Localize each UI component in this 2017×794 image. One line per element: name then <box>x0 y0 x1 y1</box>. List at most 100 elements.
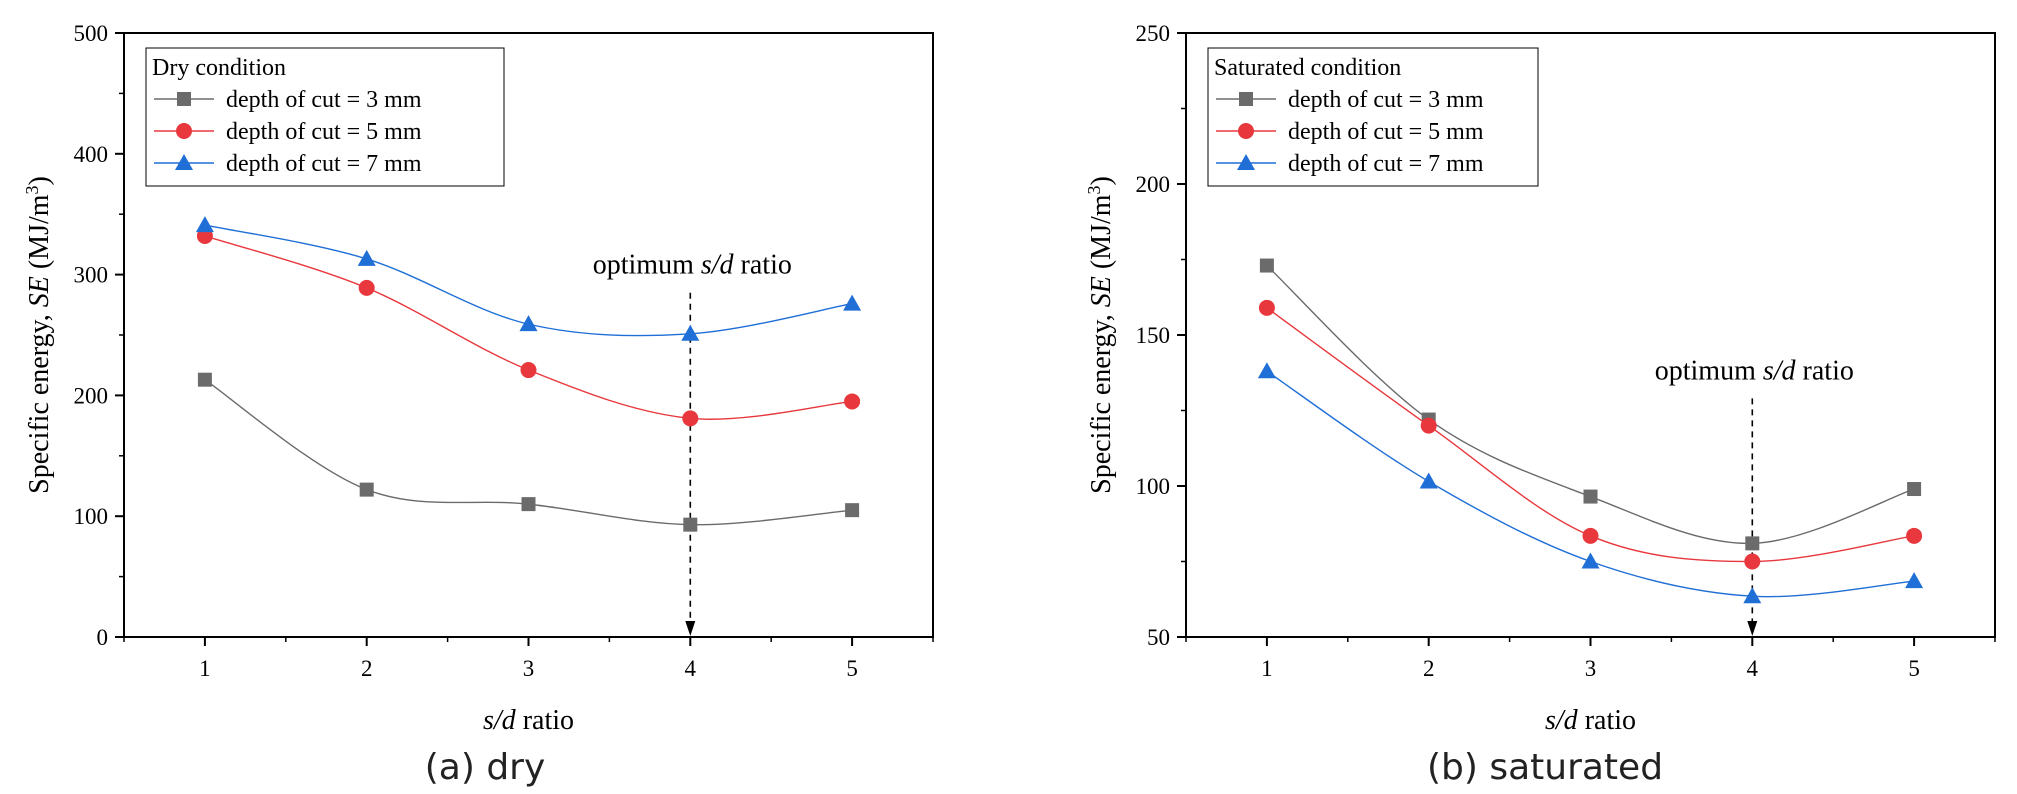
data-point <box>682 410 699 427</box>
x-tick-label: 1 <box>1261 656 1273 681</box>
data-point <box>1258 299 1275 316</box>
x-tick-label: 5 <box>846 656 858 681</box>
optimum-arrow-head <box>685 621 696 636</box>
legend-title: Dry condition <box>152 55 286 81</box>
legend-marker <box>177 92 191 106</box>
y-tick-label: 100 <box>74 504 109 529</box>
data-point <box>845 503 860 518</box>
legend-marker <box>1237 154 1255 170</box>
data-point <box>358 279 375 296</box>
data-point <box>195 216 214 233</box>
legend-title: Saturated condition <box>1214 55 1401 81</box>
legend-marker <box>176 123 192 139</box>
annotation-italic: s/d <box>1763 355 1797 386</box>
data-point <box>519 315 538 332</box>
y-tick-label: 200 <box>74 383 109 408</box>
annotation-italic: s/d <box>701 250 735 281</box>
data-point <box>1905 572 1924 589</box>
y-axis-title-italic: SE <box>24 276 55 307</box>
data-point <box>197 372 212 387</box>
y-axis-title-unit: (MJ/m <box>1086 194 1117 276</box>
panel-saturated: 1 2 3 4 5 50 100 150 200 250 s/d ratio Specific ene… <box>1084 21 1996 788</box>
data-point <box>844 393 861 410</box>
x-tick-label: 5 <box>1908 656 1920 681</box>
panel-caption: (a) dry <box>425 747 546 788</box>
y-tick-label: 250 <box>1136 21 1171 46</box>
data-point <box>1744 553 1761 570</box>
data-point <box>1906 527 1923 544</box>
x-tick-label: 3 <box>1585 656 1597 681</box>
y-tick-label: 300 <box>74 263 109 288</box>
x-axis-title-rest: ratio <box>1578 705 1636 736</box>
y-axis-title-close: ) <box>1086 176 1117 185</box>
series-square <box>1259 258 1922 551</box>
legend-entry: depth of cut = 7 mm <box>226 151 422 177</box>
data-point <box>1581 552 1600 569</box>
series-square <box>197 372 860 532</box>
data-point <box>1745 536 1760 551</box>
x-tick-label: 4 <box>685 656 697 681</box>
optimum-annotation: optimum s/d ratio <box>593 250 792 281</box>
data-point <box>357 249 376 266</box>
x-axis-title: s/d ratio <box>1545 705 1636 736</box>
legend: Dry condition depth of cut = 3 mm depth of… <box>145 47 505 187</box>
legend-marker <box>175 154 193 170</box>
y-tick-label: 100 <box>1136 474 1171 499</box>
y-tick-label: 400 <box>74 142 109 167</box>
data-point <box>521 497 536 512</box>
data-point <box>683 517 698 532</box>
data-point <box>1582 527 1599 544</box>
y-axis-title: Specific energy, SE (MJ/m3) <box>22 176 55 494</box>
legend-box <box>145 47 505 187</box>
x-tick-label: 4 <box>1747 656 1759 681</box>
series-circle <box>1258 299 1923 570</box>
annotation-post: ratio <box>1796 355 1854 386</box>
legend-marker <box>1238 123 1254 139</box>
legend-entry: depth of cut = 5 mm <box>1288 119 1484 145</box>
panel-caption: (b) saturated <box>1427 747 1663 788</box>
x-axis-title-italic: s/d <box>1545 705 1579 736</box>
legend-entry: depth of cut = 3 mm <box>1288 87 1484 113</box>
data-point <box>843 294 862 311</box>
x-axis-title-italic: s/d <box>483 705 517 736</box>
data-point <box>1419 472 1438 489</box>
legend: Saturated condition depth of cut = 3 mm de… <box>1207 47 1539 187</box>
data-point <box>1259 258 1274 273</box>
panel-dry: 1 2 3 4 5 0 100 200 300 400 500 s/d ratio Specific e… <box>22 21 934 788</box>
y-tick-label: 50 <box>1147 625 1170 650</box>
annotation-post: ratio <box>734 250 792 281</box>
legend-marker <box>1239 92 1253 106</box>
y-axis-title-main: Specific energy, <box>1086 307 1117 494</box>
legend-entry: depth of cut = 7 mm <box>1288 151 1484 177</box>
data-point <box>1257 362 1276 379</box>
data-point <box>1583 489 1598 504</box>
x-axis-title-rest: ratio <box>516 705 574 736</box>
series-triangle <box>195 216 862 341</box>
y-tick-label: 200 <box>1136 172 1171 197</box>
y-tick-label: 150 <box>1136 323 1171 348</box>
x-tick-label: 3 <box>523 656 535 681</box>
y-tick-label: 500 <box>74 21 109 46</box>
annotation-pre: optimum <box>1655 355 1763 386</box>
y-axis-title-italic: SE <box>1086 276 1117 307</box>
series-circle <box>196 227 861 427</box>
y-axis-title-close: ) <box>24 176 55 185</box>
series-line <box>1266 307 1915 563</box>
data-point <box>681 324 700 341</box>
y-axis-title: Specific energy, SE (MJ/m3) <box>1084 176 1117 494</box>
data-point <box>359 482 374 497</box>
optimum-arrow-head <box>1747 621 1758 636</box>
x-axis-title: s/d ratio <box>483 705 574 736</box>
x-tick-label: 2 <box>1423 656 1435 681</box>
data-point <box>1907 482 1922 497</box>
y-axis-title-sup: 3 <box>1084 185 1104 194</box>
data-point <box>1743 587 1762 604</box>
x-tick-label: 2 <box>361 656 373 681</box>
y-tick-label: 0 <box>97 625 109 650</box>
y-axis-title-sup: 3 <box>22 185 42 194</box>
series-line <box>1266 370 1915 598</box>
legend-entry: depth of cut = 5 mm <box>226 119 422 145</box>
legend-entry: depth of cut = 3 mm <box>226 87 422 113</box>
series-triangle <box>1257 362 1924 604</box>
